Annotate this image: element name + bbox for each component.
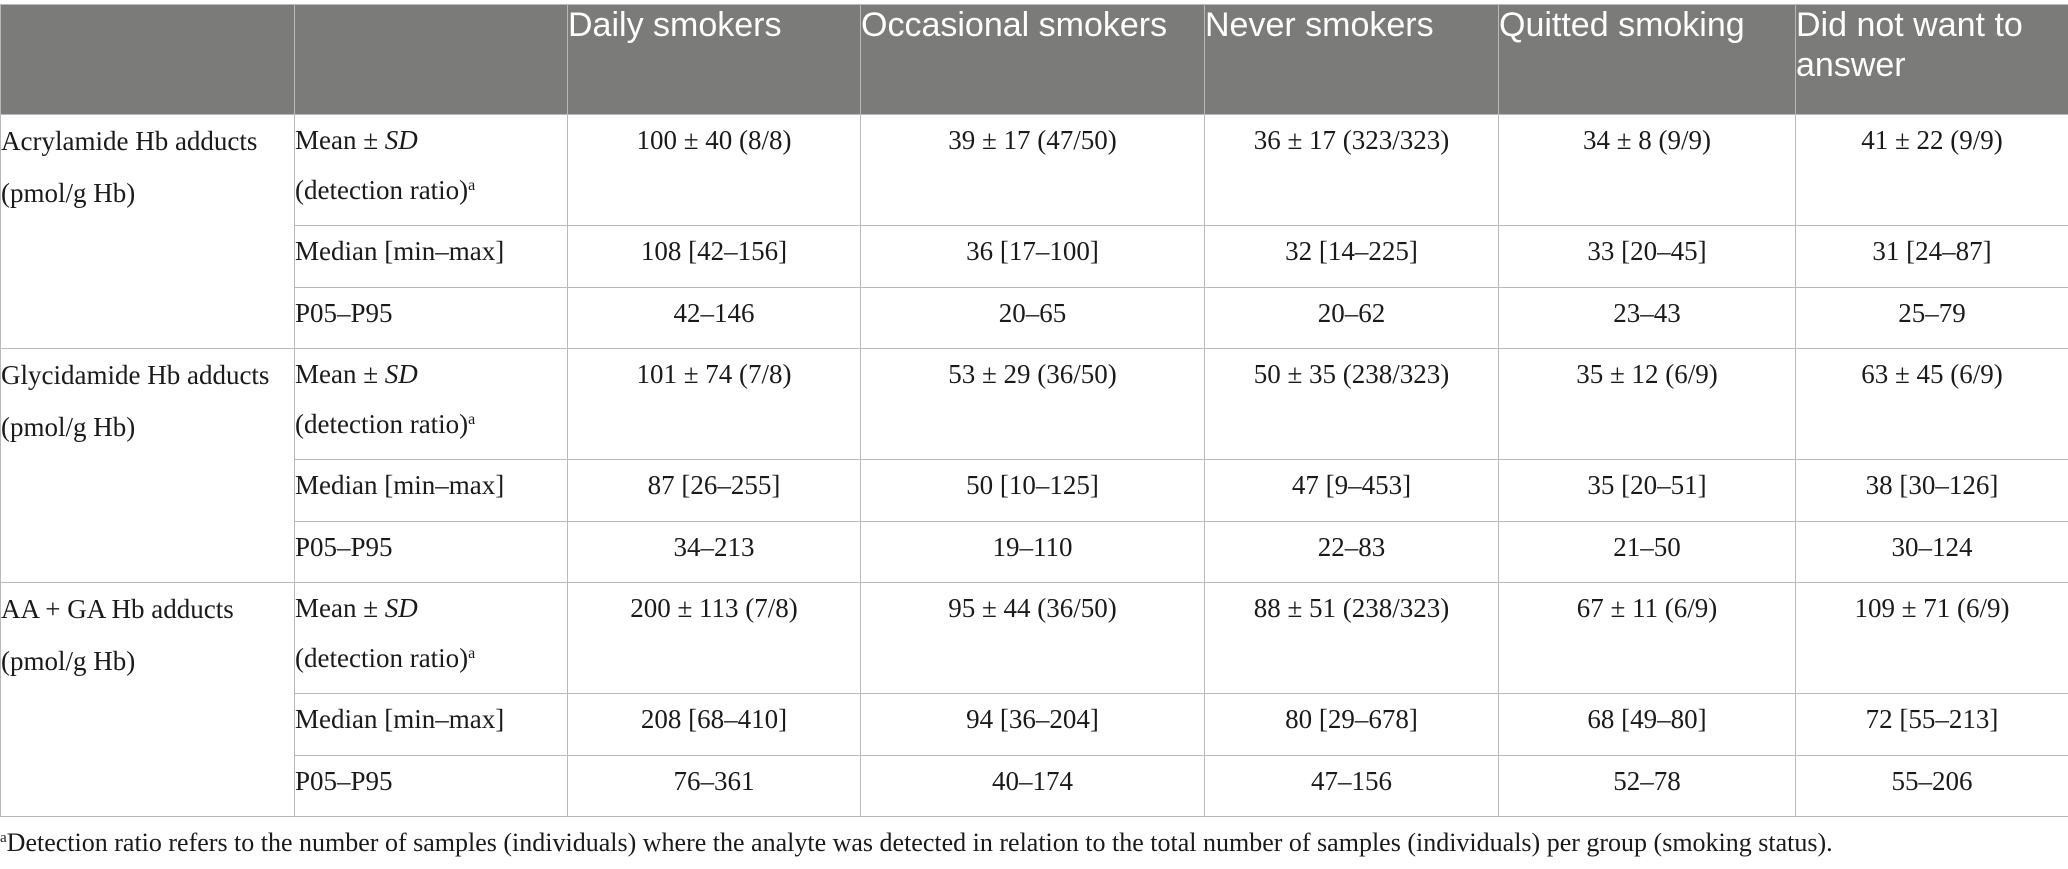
table-cell: 55–206: [1795, 755, 2068, 817]
header-cell-quitted-smoking: Quitted smoking: [1498, 4, 1796, 115]
footnote-text: Detection ratio refers to the number of …: [6, 828, 1833, 857]
table-cell: 63 ± 45 (6/9): [1795, 348, 2068, 460]
header-cell-occasional-smokers: Occasional smokers: [860, 4, 1205, 115]
table-cell: 35 ± 12 (6/9): [1498, 348, 1796, 460]
stat-label-median: Median [min–max]: [294, 225, 568, 288]
stat-sd-text: SD: [384, 125, 418, 155]
table-cell: 47–156: [1204, 755, 1499, 817]
stat-sd-text: SD: [384, 593, 418, 623]
table-cell: 53 ± 29 (36/50): [860, 348, 1205, 460]
group-label-glycidamide: Glycidamide Hb adducts (pmol/g Hb): [0, 348, 295, 583]
table-row: AA + GA Hb adducts (pmol/g Hb) Mean ± SD…: [0, 582, 2068, 817]
table-cell: 33 [20–45]: [1498, 225, 1796, 288]
table-cell: 200 ± 113 (7/8): [567, 582, 861, 694]
table-cell: 40–174: [860, 755, 1205, 817]
table-cell: 50 ± 35 (238/323): [1204, 348, 1499, 460]
table-cell: 87 [26–255]: [567, 459, 861, 522]
table-row: Median [min–max] 208 [68–410] 94 [36–204…: [1, 693, 2068, 756]
table-cell: 25–79: [1795, 287, 2068, 349]
table-row: Acrylamide Hb adducts (pmol/g Hb) Mean ±…: [0, 114, 2068, 349]
table-footnote: aDetection ratio refers to the number of…: [0, 826, 1833, 860]
header-cell-never-smokers: Never smokers: [1204, 4, 1499, 115]
stat-detection-text: (detection ratio): [295, 409, 469, 439]
table-cell: 68 [49–80]: [1498, 693, 1796, 756]
table-cell: 34 ± 8 (9/9): [1498, 114, 1796, 226]
stat-label-percentiles: P05–P95: [294, 287, 568, 349]
stat-label-mean: Mean ± SD (detection ratio)a: [294, 348, 568, 460]
table-cell: 80 [29–678]: [1204, 693, 1499, 756]
table-cell: 34–213: [567, 521, 861, 583]
footnote-marker: a: [468, 177, 476, 194]
table-cell: 38 [30–126]: [1795, 459, 2068, 522]
table-cell: 72 [55–213]: [1795, 693, 2068, 756]
table-cell: 20–62: [1204, 287, 1499, 349]
table-cell: 36 ± 17 (323/323): [1204, 114, 1499, 226]
stat-mean-text: Mean ±: [295, 593, 385, 623]
table-cell: 21–50: [1498, 521, 1796, 583]
table-cell: 32 [14–225]: [1204, 225, 1499, 288]
header-cell-statistic: [294, 4, 568, 115]
header-cell-did-not-want-to-answer: Did not want to answer: [1795, 4, 2068, 115]
stat-label-median: Median [min–max]: [294, 693, 568, 756]
stat-label-mean: Mean ± SD (detection ratio)a: [294, 114, 568, 226]
table-cell: 42–146: [567, 287, 861, 349]
stat-label-median: Median [min–max]: [294, 459, 568, 522]
table-cell: 108 [42–156]: [567, 225, 861, 288]
table-row: P05–P95 42–146 20–65 20–62 23–43 25–79: [1, 287, 2068, 349]
group-label-acrylamide: Acrylamide Hb adducts (pmol/g Hb): [0, 114, 295, 349]
table-cell: 88 ± 51 (238/323): [1204, 582, 1499, 694]
table-cell: 39 ± 17 (47/50): [860, 114, 1205, 226]
table-cell: 36 [17–100]: [860, 225, 1205, 288]
table-row: Glycidamide Hb adducts (pmol/g Hb) Mean …: [0, 348, 2068, 583]
stat-detection-text: (detection ratio): [295, 643, 469, 673]
footnote-marker: a: [468, 645, 476, 662]
table-cell: 30–124: [1795, 521, 2068, 583]
table-cell: 23–43: [1498, 287, 1796, 349]
table-cell: 20–65: [860, 287, 1205, 349]
table-row: Median [min–max] 87 [26–255] 50 [10–125]…: [1, 459, 2068, 522]
header-cell-daily-smokers: Daily smokers: [567, 4, 861, 115]
table-cell: 208 [68–410]: [567, 693, 861, 756]
stat-label-percentiles: P05–P95: [294, 521, 568, 583]
footnote-marker: a: [0, 830, 7, 846]
table-cell: 109 ± 71 (6/9): [1795, 582, 2068, 694]
table-cell: 101 ± 74 (7/8): [567, 348, 861, 460]
table-row: Median [min–max] 108 [42–156] 36 [17–100…: [1, 225, 2068, 288]
group-label-aa-ga: AA + GA Hb adducts (pmol/g Hb): [0, 582, 295, 817]
table-cell: 22–83: [1204, 521, 1499, 583]
table-cell: 67 ± 11 (6/9): [1498, 582, 1796, 694]
table-cell: 47 [9–453]: [1204, 459, 1499, 522]
table-cell: 94 [36–204]: [860, 693, 1205, 756]
table-cell: 52–78: [1498, 755, 1796, 817]
header-cell-group: [0, 4, 295, 115]
table-cell: 31 [24–87]: [1795, 225, 2068, 288]
table-cell: 19–110: [860, 521, 1205, 583]
table-row: P05–P95 76–361 40–174 47–156 52–78 55–20…: [1, 755, 2068, 817]
header-row: Daily smokers Occasional smokers Never s…: [0, 4, 2068, 115]
table-cell: 50 [10–125]: [860, 459, 1205, 522]
table-cell: 100 ± 40 (8/8): [567, 114, 861, 226]
table-cell: 95 ± 44 (36/50): [860, 582, 1205, 694]
stat-mean-text: Mean ±: [295, 125, 385, 155]
stat-label-mean: Mean ± SD (detection ratio)a: [294, 582, 568, 694]
stat-sd-text: SD: [384, 359, 418, 389]
stat-detection-text: (detection ratio): [295, 175, 469, 205]
table-cell: 41 ± 22 (9/9): [1795, 114, 2068, 226]
footnote-marker: a: [468, 411, 476, 428]
table-cell: 76–361: [567, 755, 861, 817]
stat-label-percentiles: P05–P95: [294, 755, 568, 817]
stat-mean-text: Mean ±: [295, 359, 385, 389]
table-cell: 35 [20–51]: [1498, 459, 1796, 522]
table-row: P05–P95 34–213 19–110 22–83 21–50 30–124: [1, 521, 2068, 583]
data-table: Daily smokers Occasional smokers Never s…: [0, 4, 2068, 817]
